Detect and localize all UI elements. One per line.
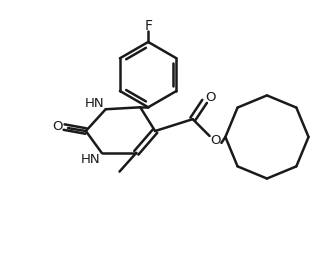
- Text: O: O: [210, 134, 221, 147]
- Text: HN: HN: [85, 97, 105, 110]
- Text: HN: HN: [81, 153, 101, 166]
- Text: O: O: [205, 91, 216, 104]
- Text: F: F: [144, 19, 152, 33]
- Text: O: O: [52, 120, 62, 133]
